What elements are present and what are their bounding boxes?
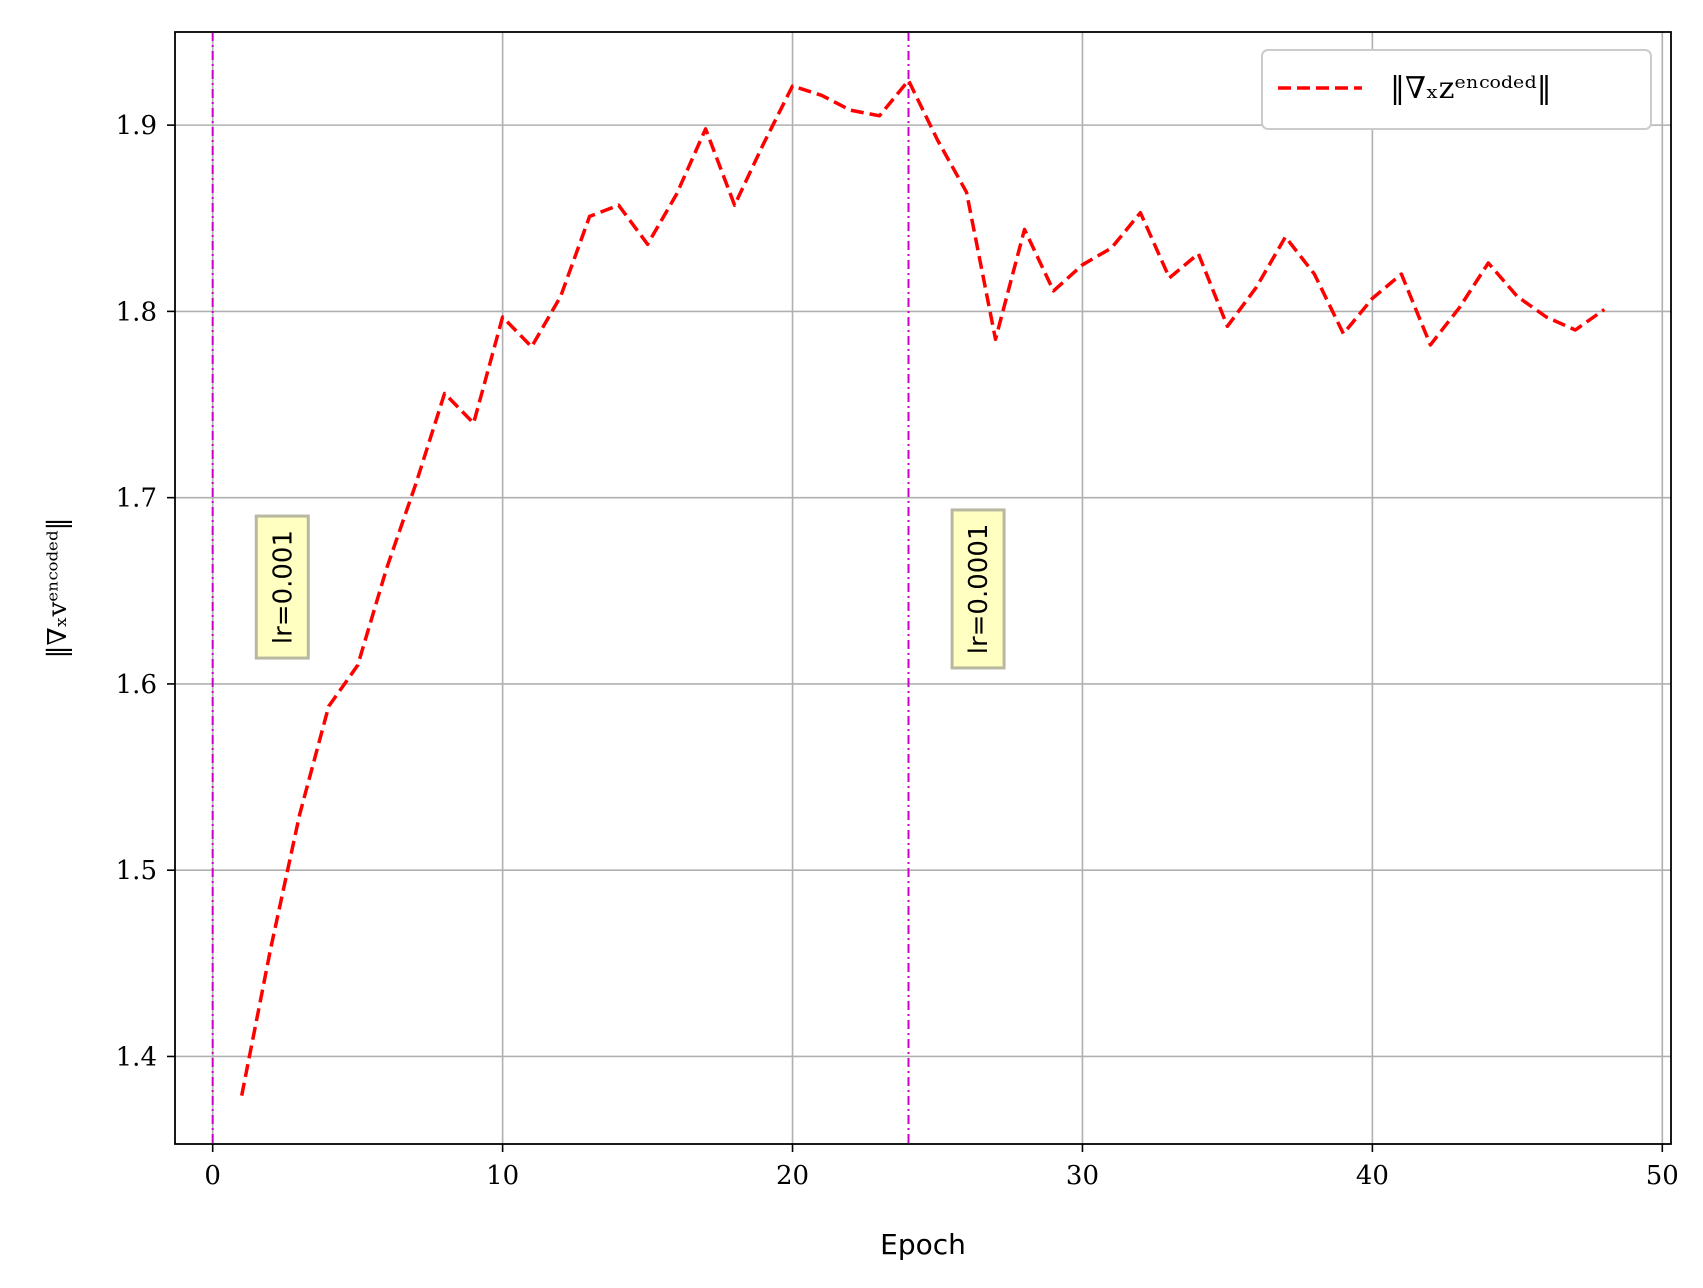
x-tick-label: 10 xyxy=(486,1161,519,1191)
legend-label: ‖∇ₓzᵉⁿᶜᵒᵈᵉᵈ‖ xyxy=(1390,71,1552,106)
x-tick-label: 20 xyxy=(776,1161,809,1191)
annotations: lr=0.001 lr=0.0001 xyxy=(254,508,1006,670)
legend-box xyxy=(1261,49,1652,130)
x-tick-label: 50 xyxy=(1646,1161,1679,1191)
y-tick-label: 1.4 xyxy=(116,1042,157,1072)
lr-annotation: lr=0.0001 xyxy=(950,508,1006,670)
x-axis-label: Epoch xyxy=(880,1228,966,1261)
series-line xyxy=(239,78,1606,1096)
x-tick-label: 40 xyxy=(1356,1161,1389,1191)
y-tick-label: 1.7 xyxy=(116,484,157,514)
vertical-markers xyxy=(211,32,910,1144)
annotation-box xyxy=(254,514,310,660)
annotation-box xyxy=(950,508,1006,670)
y-ticks: 1.4 1.5 1.6 1.7 1.8 1.9 xyxy=(116,111,175,1072)
lr-annotation: lr=0.001 xyxy=(254,514,310,660)
annotation-text: lr=0.0001 xyxy=(964,524,994,655)
y-axis-label: ‖∇ₓvᵉⁿᶜᵒᵈᵉᵈ‖ xyxy=(43,517,73,658)
x-tick-label: 0 xyxy=(204,1161,221,1191)
y-tick-label: 1.9 xyxy=(116,111,157,141)
plot-frame xyxy=(174,31,1672,1145)
grid xyxy=(175,32,1671,1144)
annotation-text: lr=0.001 xyxy=(268,530,298,644)
x-tick-label: 30 xyxy=(1066,1161,1099,1191)
y-tick-label: 1.5 xyxy=(116,856,157,886)
y-tick-label: 1.8 xyxy=(116,297,157,327)
x-ticks: 0 10 20 30 40 50 xyxy=(204,1144,1679,1191)
y-tick-label: 1.6 xyxy=(116,670,157,700)
series-layer xyxy=(239,78,1606,1096)
legend: ‖∇ₓzᵉⁿᶜᵒᵈᵉᵈ‖ xyxy=(1261,49,1652,130)
